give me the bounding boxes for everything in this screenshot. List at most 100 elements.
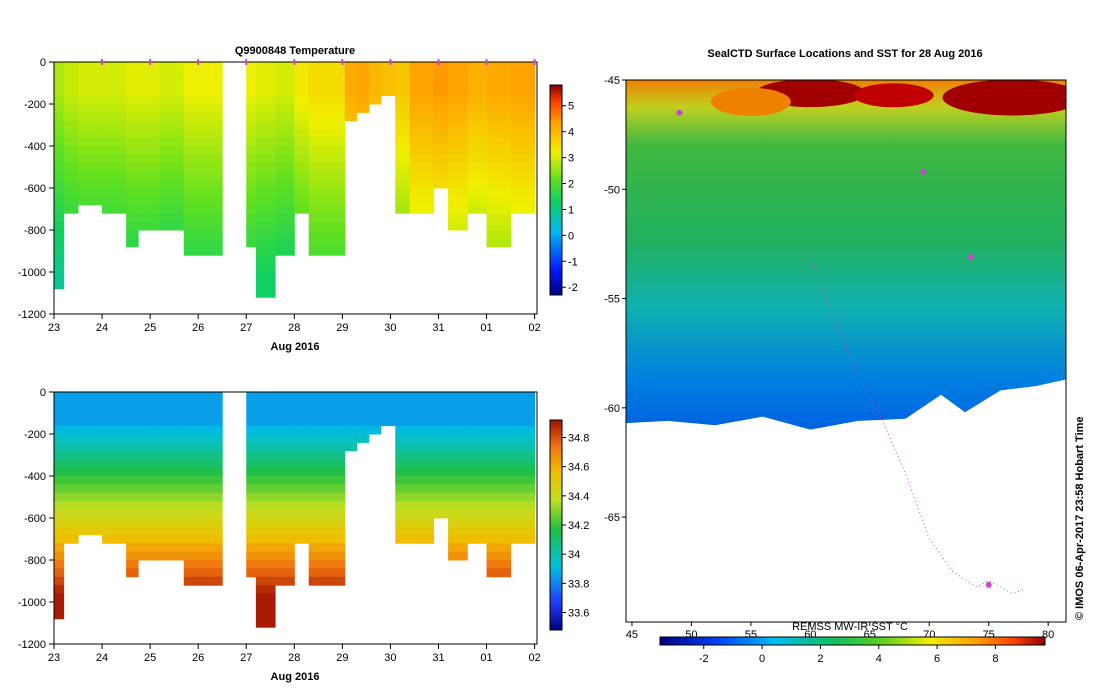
section-cell: [138, 509, 161, 519]
section-cell: [433, 408, 449, 418]
section-cell: [486, 104, 512, 113]
section-cell: [246, 221, 257, 231]
section-cell: [255, 188, 276, 197]
section-cell: [255, 417, 276, 427]
section-cell: [126, 230, 139, 239]
section-cell: [467, 112, 488, 122]
section-cell: [433, 417, 449, 427]
imos-credit: © IMOS 06-Apr-2017 23:58 Hobart Time: [1074, 416, 1086, 620]
section-cell: [344, 104, 358, 113]
section-cell: [102, 417, 127, 427]
x-tick-label: 01: [480, 652, 492, 664]
section-cell: [344, 425, 358, 435]
section-cell: [126, 534, 139, 544]
section-cell: [294, 120, 310, 130]
section-cell: [294, 400, 310, 410]
section-cell: [395, 425, 411, 435]
section-cell: [159, 137, 185, 147]
section-cell: [308, 238, 346, 248]
section-cell: [294, 526, 310, 536]
section-cell: [467, 62, 488, 71]
section-cell: [294, 417, 310, 427]
section-cell: [63, 417, 79, 427]
section-cell: [308, 171, 346, 181]
section-cell: [183, 213, 223, 223]
y-tick-label: -600: [24, 183, 46, 195]
section-cell: [510, 204, 536, 214]
section-cell: [308, 78, 346, 88]
section-cell: [486, 78, 512, 88]
section-cell: [126, 425, 139, 435]
section-cell: [308, 492, 346, 502]
section-cell: [63, 112, 79, 122]
section-cell: [246, 551, 257, 561]
temperature-x-label: Aug 2016: [271, 341, 320, 353]
section-cell: [63, 120, 79, 130]
section-cell: [183, 526, 223, 536]
section-cell: [275, 459, 295, 469]
section-cell: [138, 417, 161, 427]
section-cell: [159, 526, 185, 536]
section-cell: [448, 120, 468, 130]
section-cell: [433, 425, 449, 435]
section-cell: [409, 196, 435, 206]
section-cell: [308, 87, 346, 97]
section-cell: [467, 104, 488, 113]
section-cell: [54, 459, 65, 469]
section-cell: [183, 425, 223, 435]
section-cell: [183, 104, 223, 113]
section-cell: [126, 87, 139, 97]
section-cell: [183, 179, 223, 189]
map-colorbar-ticks: -2 0 2 4 6 8: [699, 645, 998, 665]
section-cell: [448, 543, 468, 553]
section-cell: [344, 417, 358, 427]
section-cell: [183, 459, 223, 469]
section-cell: [275, 146, 295, 155]
section-cell: [246, 137, 257, 147]
section-cell: [54, 62, 65, 71]
warm-patch: [853, 83, 934, 108]
section-cell: [183, 417, 223, 427]
section-cell: [78, 484, 103, 494]
section-cell: [255, 593, 276, 603]
section-cell: [63, 518, 79, 527]
section-cell: [275, 238, 295, 248]
section-cell: [308, 417, 346, 427]
section-cell: [510, 188, 536, 197]
section-cell: [255, 534, 276, 544]
section-cell: [159, 417, 185, 427]
section-cell: [63, 501, 79, 511]
section-cell: [78, 62, 103, 71]
section-cell: [275, 246, 295, 256]
map-colorbar-tick-label: 4: [876, 653, 882, 665]
section-cell: [409, 450, 435, 460]
section-cell: [126, 459, 139, 469]
section-cell: [395, 484, 411, 494]
section-cell: [294, 392, 310, 401]
map-colorbar-label: REMSS MW-IR SST °C: [792, 621, 908, 633]
section-cell: [255, 392, 276, 401]
section-cell: [126, 392, 139, 401]
section-cell: [159, 492, 185, 502]
colorbar-tick-label: 33.6: [568, 608, 589, 620]
map-y-ticks: -45 -50 -55 -60 -65: [604, 75, 626, 524]
section-cell: [510, 484, 536, 494]
section-cell: [409, 87, 435, 97]
section-cell: [126, 171, 139, 181]
section-cell: [54, 602, 65, 611]
section-cell: [409, 518, 435, 527]
section-cell: [183, 246, 223, 256]
salinity-cells: [54, 392, 536, 628]
section-cell: [54, 263, 65, 273]
x-tick-label: 02: [528, 322, 540, 334]
section-cell: [126, 476, 139, 485]
map-title: SealCTD Surface Locations and SST for 28…: [707, 48, 982, 60]
section-cell: [448, 213, 468, 223]
section-cell: [138, 162, 161, 172]
section-cell: [467, 434, 488, 443]
section-cell: [246, 70, 257, 80]
x-tick-label: 26: [192, 652, 204, 664]
section-cell: [448, 129, 468, 139]
section-cell: [183, 560, 223, 569]
section-cell: [102, 534, 127, 544]
